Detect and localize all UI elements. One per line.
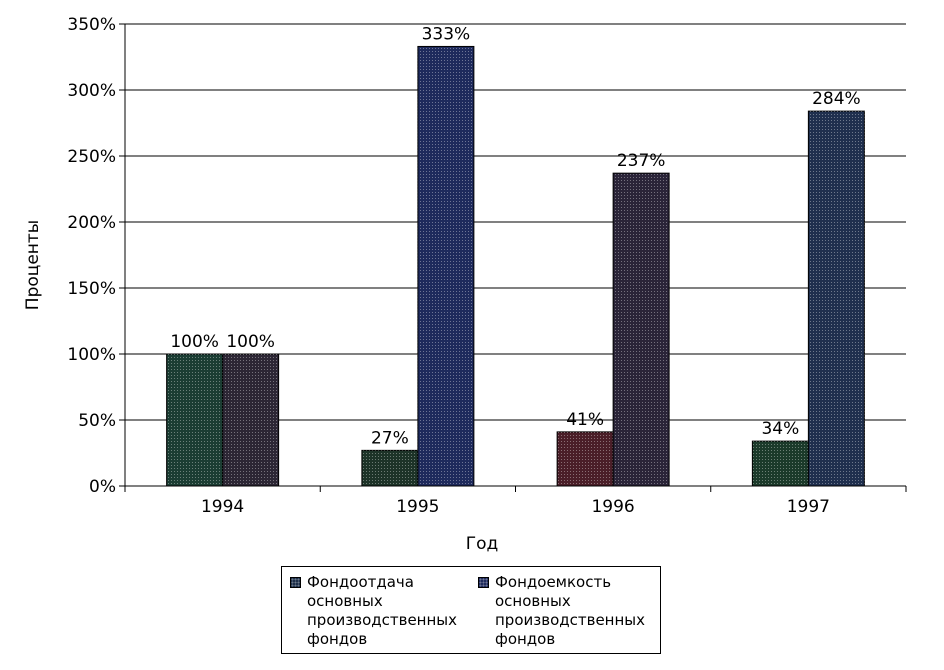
y-tick-label: 100%	[67, 345, 116, 365]
axes: 0% 50% 100% 150% 200% 250% 300% 350% 1994 1995 199…	[67, 15, 907, 517]
x-axis-title: Год	[466, 534, 499, 554]
bar-texture	[557, 431, 614, 486]
legend-swatch-series2	[478, 577, 489, 588]
bar-texture	[166, 354, 223, 486]
data-label: 41%	[566, 410, 604, 430]
legend-item-series1: Фондоотдача основных производственных фо…	[290, 573, 470, 649]
y-tick-label: 150%	[67, 279, 116, 299]
y-axis-title: Проценты	[23, 220, 43, 310]
y-tick-label: 300%	[67, 81, 116, 101]
bar-texture	[752, 441, 809, 486]
bar-texture	[361, 450, 418, 486]
data-label: 237%	[617, 151, 666, 171]
x-tick-label: 1995	[396, 497, 439, 517]
y-tick-label: 350%	[67, 15, 116, 35]
x-tick-label: 1996	[591, 497, 634, 517]
data-label: 100%	[226, 332, 275, 352]
data-label: 34%	[761, 419, 799, 439]
data-labels: 100% 100% 27% 333% 41% 237% 34% 284%	[170, 24, 860, 448]
legend: Фондоотдача основных производственных фо…	[281, 566, 661, 654]
legend-swatch-series1	[290, 577, 301, 588]
x-tick-label: 1994	[201, 497, 244, 517]
bar-texture	[613, 173, 670, 486]
y-tick-label: 200%	[67, 213, 116, 233]
bar-texture	[222, 354, 279, 486]
y-tick-label: 250%	[67, 147, 116, 167]
y-tick-label: 50%	[78, 411, 116, 431]
legend-label-series2: Фондоемкость основных производственных ф…	[495, 573, 646, 648]
legend-item-series2: Фондоемкость основных производственных ф…	[478, 573, 658, 649]
bar-texture	[417, 46, 474, 486]
x-tick-label: 1997	[787, 497, 830, 517]
y-tick-label: 0%	[89, 477, 116, 497]
legend-label-series1: Фондоотдача основных производственных фо…	[307, 573, 458, 648]
bars	[166, 45, 865, 487]
bar-texture	[808, 111, 865, 487]
data-label: 333%	[422, 24, 471, 44]
data-label: 100%	[170, 332, 219, 352]
data-label: 284%	[812, 89, 861, 109]
data-label: 27%	[371, 428, 409, 448]
